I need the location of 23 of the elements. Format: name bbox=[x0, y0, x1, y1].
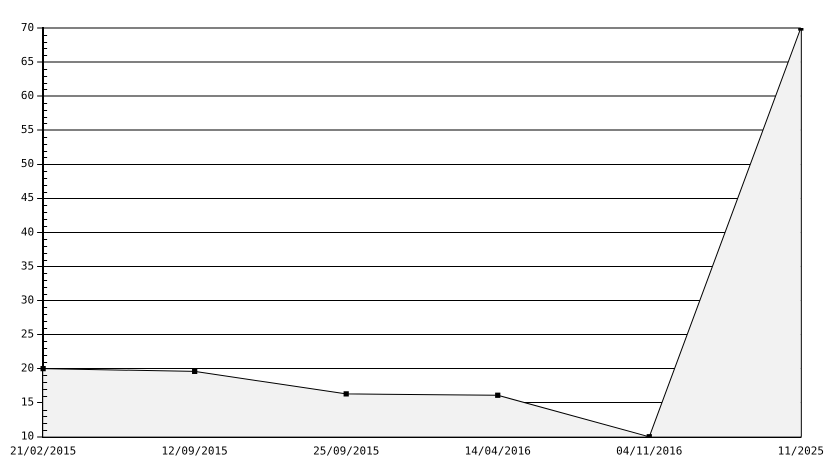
y-tick-label: 70 bbox=[20, 20, 34, 34]
y-tick-label: 55 bbox=[20, 123, 34, 136]
x-tick-label: 11/2025 bbox=[778, 444, 824, 458]
y-tick-label: 60 bbox=[20, 88, 34, 102]
x-tick-label: 21/02/2015 bbox=[10, 444, 76, 458]
x-tick-label: 25/09/2015 bbox=[313, 444, 380, 458]
y-tick-label: 20 bbox=[20, 362, 34, 375]
y-tick-label: 15 bbox=[20, 396, 34, 409]
y-tick-label: 30 bbox=[20, 293, 34, 306]
x-tick-label: 14/04/2016 bbox=[464, 444, 531, 458]
y-tick-label: 35 bbox=[20, 259, 34, 272]
y-tick-label: 50 bbox=[20, 157, 34, 170]
point bbox=[495, 392, 500, 398]
y-tick-label: 65 bbox=[20, 54, 34, 68]
x-tick-label: 12/09/2015 bbox=[162, 444, 228, 458]
y-tick-label: 40 bbox=[20, 225, 34, 238]
point bbox=[344, 391, 349, 396]
x-tick-label: 04/11/2016 bbox=[616, 444, 682, 458]
point bbox=[40, 366, 46, 372]
y-tick-label: 10 bbox=[20, 430, 34, 443]
y-tick-label: 25 bbox=[20, 327, 34, 340]
point bbox=[192, 368, 198, 374]
y-tick-label: 45 bbox=[20, 191, 34, 204]
